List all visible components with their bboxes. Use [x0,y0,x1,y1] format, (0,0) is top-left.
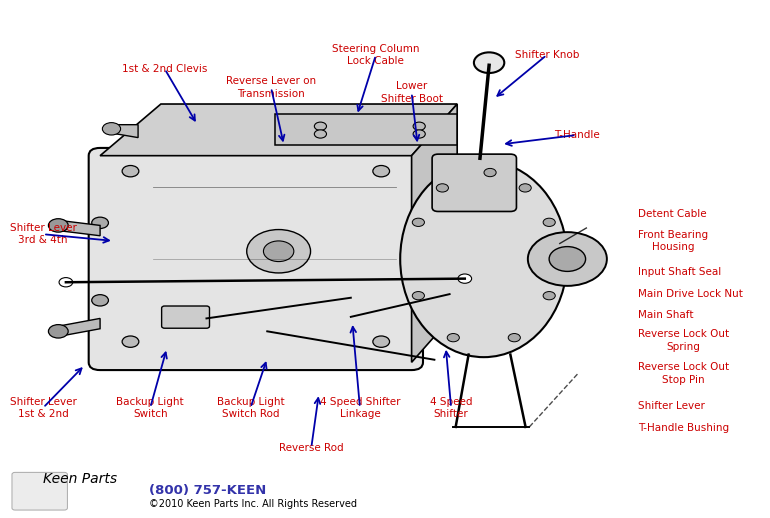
Circle shape [122,165,139,177]
Circle shape [543,218,555,226]
Text: T-Handle: T-Handle [554,130,599,140]
Polygon shape [59,319,100,337]
Polygon shape [59,220,100,236]
Text: Front Bearing
Housing: Front Bearing Housing [638,229,708,252]
Text: Shifter Lever: Shifter Lever [638,401,705,411]
Text: T-Handle Bushing: T-Handle Bushing [638,423,729,434]
Circle shape [49,325,69,338]
Circle shape [49,219,69,232]
Circle shape [102,123,121,135]
Text: Main Drive Lock Nut: Main Drive Lock Nut [638,289,743,299]
Text: Backup Light
Switch Rod: Backup Light Switch Rod [216,397,284,419]
Text: Backup Light
Switch: Backup Light Switch [116,397,184,419]
FancyBboxPatch shape [432,154,517,211]
Circle shape [437,184,448,192]
Text: 4 Speed
Shifter: 4 Speed Shifter [430,397,472,419]
Circle shape [59,278,72,287]
Text: 1st & 2nd Clevis: 1st & 2nd Clevis [122,64,207,74]
Circle shape [543,292,555,300]
FancyBboxPatch shape [89,148,423,370]
Circle shape [484,168,496,177]
Text: Reverse Lock Out
Spring: Reverse Lock Out Spring [638,329,729,352]
Text: Main Shaft: Main Shaft [638,310,694,320]
Circle shape [373,336,390,348]
Text: ©2010 Keen Parts Inc. All Rights Reserved: ©2010 Keen Parts Inc. All Rights Reserve… [149,499,357,509]
Text: Shifter Lever
1st & 2nd: Shifter Lever 1st & 2nd [10,397,76,419]
Circle shape [314,130,326,138]
Text: Reverse Lever on
Transmission: Reverse Lever on Transmission [226,76,316,99]
Circle shape [246,229,310,273]
Text: Steering Column
Lock Cable: Steering Column Lock Cable [332,44,420,66]
Circle shape [508,334,521,342]
Circle shape [413,130,425,138]
Text: 4 Speed Shifter
Linkage: 4 Speed Shifter Linkage [320,397,400,419]
Circle shape [447,334,460,342]
Text: Shifter Knob: Shifter Knob [514,50,579,60]
Text: Keen Parts: Keen Parts [43,471,117,485]
Circle shape [549,247,586,271]
Circle shape [474,52,504,73]
Polygon shape [412,104,457,362]
FancyBboxPatch shape [162,306,209,328]
Text: Reverse Rod: Reverse Rod [279,442,343,453]
Circle shape [458,274,471,283]
Text: Shifter Lever
3rd & 4th: Shifter Lever 3rd & 4th [10,223,76,246]
Text: Lower
Shifter Boot: Lower Shifter Boot [380,81,443,104]
Text: Reverse Lock Out
Stop Pin: Reverse Lock Out Stop Pin [638,363,729,385]
Circle shape [519,184,531,192]
Circle shape [122,336,139,348]
Polygon shape [100,104,457,156]
Polygon shape [108,125,138,138]
Circle shape [263,241,294,262]
Text: (800) 757-KEEN: (800) 757-KEEN [149,484,266,497]
Circle shape [412,218,424,226]
Circle shape [413,122,425,131]
Circle shape [92,217,109,228]
Polygon shape [275,114,457,146]
Circle shape [314,122,326,131]
Circle shape [528,232,607,286]
Circle shape [412,292,424,300]
Text: Input Shaft Seal: Input Shaft Seal [638,267,721,277]
Ellipse shape [400,161,567,357]
FancyBboxPatch shape [12,472,68,510]
Text: Detent Cable: Detent Cable [638,209,707,219]
Circle shape [92,295,109,306]
Circle shape [373,165,390,177]
